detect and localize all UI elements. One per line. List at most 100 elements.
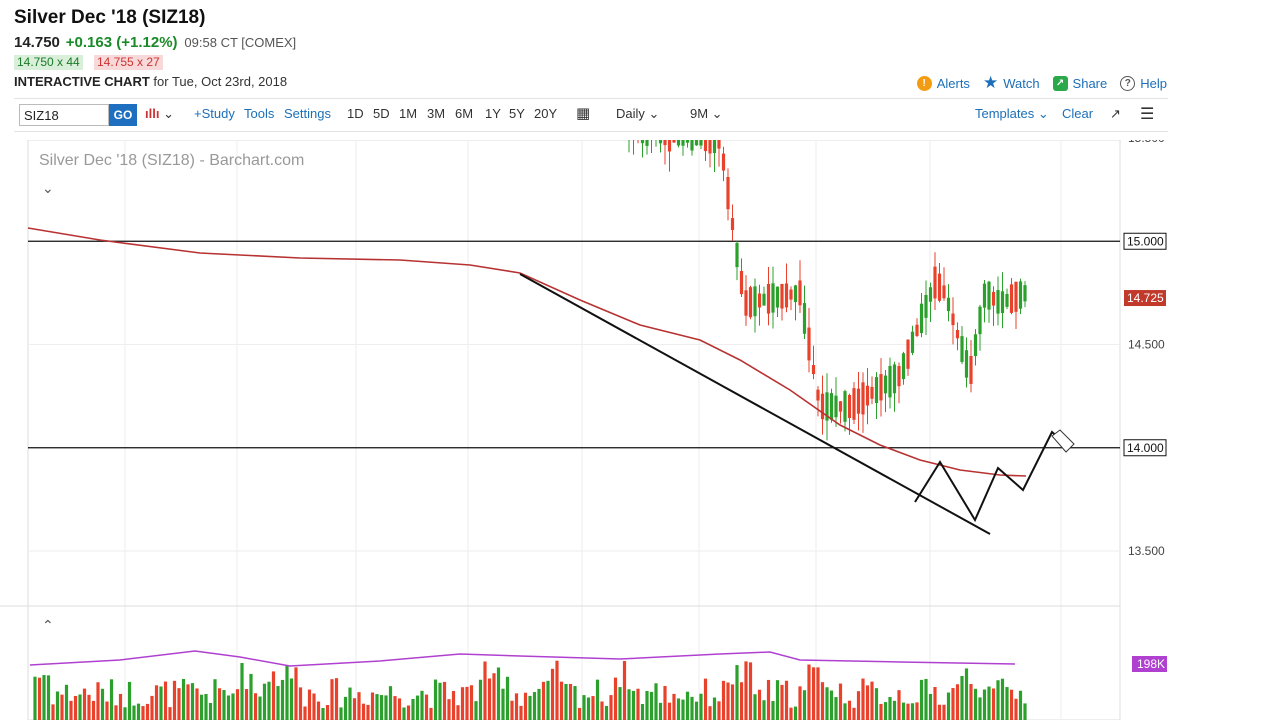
volume-bar [352,698,357,720]
volume-bar [186,684,190,720]
volume-bar [181,678,186,720]
volume-bar [888,697,892,720]
help-link[interactable]: ? Help [1120,75,1167,91]
period-6m[interactable]: 6M [455,106,474,121]
candle-body [744,290,748,316]
candle-body [784,283,789,308]
candle-body [757,293,762,308]
candle-body [933,266,937,299]
share-link[interactable]: ↗ Share [1052,75,1107,91]
volume-bar [663,685,667,720]
clear-button[interactable]: Clear [1062,106,1094,121]
period-5y[interactable]: 5Y [509,106,525,121]
chart-canvas: Silver Dec '18 (SIZ18) - Barchart.com ⌄ … [0,0,1167,721]
study-button[interactable]: +Study [194,106,235,121]
candle-body [969,356,973,384]
period-1y[interactable]: 1Y [485,106,501,121]
volume-bar [676,698,681,720]
candle-body [685,133,690,143]
volume-bar [568,683,573,720]
range-dropdown[interactable]: 9M ⌄ [690,106,723,121]
menu-icon[interactable]: ☰ [1140,106,1155,123]
templates-dropdown[interactable]: Templates ⌄ [975,106,1049,121]
volume-bar [996,680,1000,720]
candle-body [798,280,802,306]
share-icon: ↗ [1052,75,1068,91]
level-tag-15: 15.000 [1127,234,1164,248]
candle-body [658,124,663,144]
volume-bar [438,682,442,720]
tools-button[interactable]: Tools [244,106,275,121]
candle-body [1000,291,1005,314]
volume-bar [933,687,937,720]
fullscreen-icon[interactable]: ↗ [1110,106,1121,121]
period-1m[interactable]: 1M [399,106,418,121]
alerts-link[interactable]: ! Alerts [916,75,970,91]
help-icon: ? [1120,75,1136,91]
candle-body [753,286,757,317]
volume-bar [838,683,843,720]
templates-label: Templates [975,106,1035,121]
candle-body [901,353,906,380]
expand-icon[interactable]: ⌃ [42,617,54,633]
candles [550,0,1027,441]
volume-bar [807,664,811,720]
calendar-icon[interactable]: ▦ [576,105,591,122]
volume-bar [658,702,663,720]
collapse-icon[interactable]: ⌄ [42,180,54,196]
candle-body [915,324,919,336]
volume-bar [96,682,100,720]
candle-body [892,364,897,394]
volume-bar [874,688,879,720]
watch-label: Watch [1003,75,1040,91]
candle-body [924,295,928,318]
volume-bar [384,695,388,720]
volume-bar [388,686,393,720]
volume-bar [204,693,208,720]
period-3m[interactable]: 3M [427,106,446,121]
volume-tags: 198K [1132,656,1167,672]
volume-bar [213,679,217,720]
volume-bar [208,702,213,720]
volume-bar [708,706,712,720]
volume-bar [172,680,177,720]
trend-drawings [519,273,1075,535]
candle-type-dropdown[interactable]: ıllı ⌄ [145,106,174,121]
go-button[interactable]: GO [109,104,137,126]
interval-dropdown[interactable]: Daily ⌄ [616,106,660,121]
candle-body [897,365,901,387]
volume-bar [901,702,906,720]
volume-bar [150,695,154,720]
volume-bar [109,679,114,720]
volume-bar [744,661,748,720]
volume-bar [919,679,924,720]
volume-bar [496,667,501,720]
candle-body [1014,281,1018,312]
period-1d[interactable]: 1D [347,106,364,121]
volume-bar [825,687,829,720]
candle-body [847,394,852,418]
volume-bar [618,687,622,720]
volume-bar [942,704,946,720]
volume-bar [190,683,195,720]
volume-bar [537,688,541,720]
volume-bar [802,690,807,720]
candle-body [843,391,847,422]
volume-bar [100,688,105,720]
volume-bar [231,693,235,720]
symbol-input[interactable] [19,104,109,126]
volume-bar [631,690,636,720]
period-5d[interactable]: 5D [373,106,390,121]
candle-body [1018,281,1023,309]
volume-bar [811,667,816,720]
volume-bar [703,678,708,720]
volume-bar [730,684,735,720]
period-20y[interactable]: 20Y [534,106,558,121]
volume-bar [469,685,474,720]
candlestick-icon: ıllı [145,106,160,121]
volume-bar [289,678,294,720]
volume-bar [456,705,460,720]
watch-link[interactable]: ★ Watch [983,73,1040,93]
settings-button[interactable]: Settings [284,106,331,121]
